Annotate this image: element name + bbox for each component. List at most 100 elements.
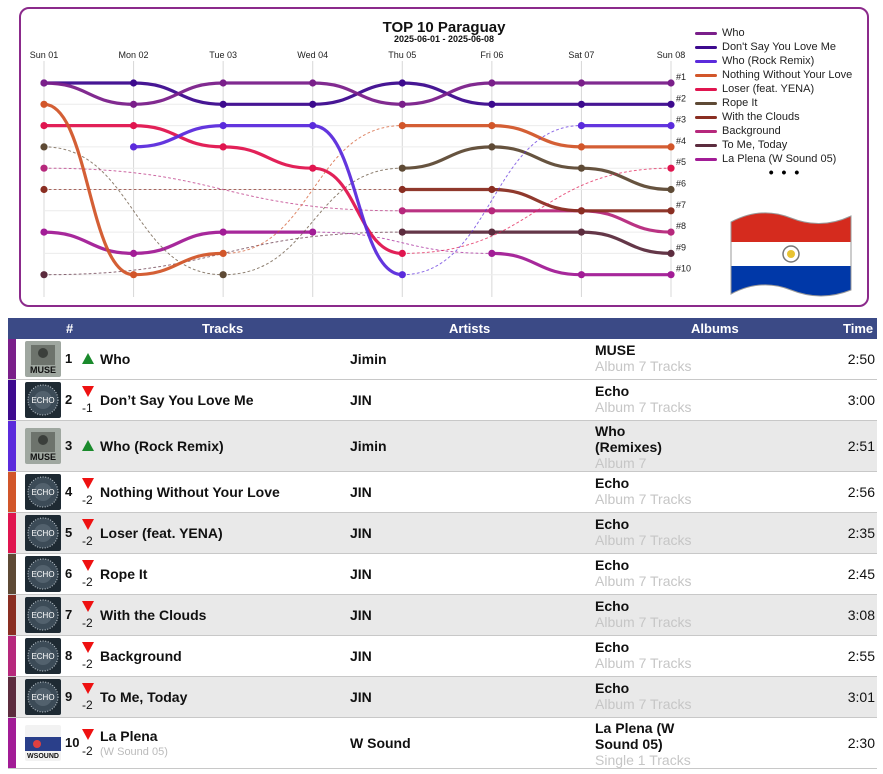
series-line xyxy=(222,167,403,276)
artist-name[interactable]: JIN xyxy=(350,566,372,582)
artist-name[interactable]: Jimin xyxy=(350,351,387,367)
rank-change: -2 xyxy=(82,575,93,589)
album-cover: ECHO xyxy=(25,638,61,674)
down-arrow-icon xyxy=(82,560,94,571)
track-title[interactable]: With the Clouds xyxy=(100,607,207,623)
series-point xyxy=(577,100,586,108)
track-title[interactable]: La Plena xyxy=(100,728,158,744)
legend-label: Loser (feat. YENA) xyxy=(722,83,815,95)
album-cover: ECHO xyxy=(25,474,61,510)
down-arrow-icon xyxy=(82,601,94,612)
series-point xyxy=(219,100,227,108)
artist-name[interactable]: W Sound xyxy=(350,735,411,751)
legend-swatch xyxy=(695,115,717,119)
album-title[interactable]: Echo xyxy=(595,639,630,655)
svg-text:WSOUND: WSOUND xyxy=(27,753,59,760)
series-point xyxy=(40,79,48,87)
table-row[interactable]: MUSE 3 Who (Rock Remix) Jimin Who (Remixes) A… xyxy=(8,421,877,487)
y-tick-label: #4 xyxy=(676,136,686,146)
album-cover: ECHO xyxy=(25,679,61,715)
y-tick-label: #8 xyxy=(676,221,686,231)
table-row[interactable]: ECHO 7 -2 With the Clouds JIN Echo Album 7 Tra… xyxy=(8,595,877,636)
series-point xyxy=(40,164,48,172)
series-line xyxy=(43,167,403,212)
legend-item: To Me, Today xyxy=(695,138,867,152)
artist-name[interactable]: JIN xyxy=(350,525,372,541)
series-point xyxy=(398,207,406,215)
row-color-bar xyxy=(8,677,16,717)
track-title[interactable]: Who xyxy=(100,351,131,367)
table-row[interactable]: WSOUND 10 -2 La Plena (W Sound 05) W Sound La … xyxy=(8,718,877,769)
table-row[interactable]: ECHO 4 -2 Nothing Without Your Love JIN Echo A… xyxy=(8,472,877,513)
track-title[interactable]: Nothing Without Your Love xyxy=(100,484,280,500)
track-duration: 2:55 xyxy=(847,648,875,664)
table-row[interactable]: ECHO 6 -2 Rope It JIN Echo Album 7 Tracks 2:45 xyxy=(8,554,877,595)
series-line xyxy=(579,166,673,192)
legend-label: Don't Say You Love Me xyxy=(722,41,837,53)
track-duration: 2:56 xyxy=(847,484,875,500)
track-title[interactable]: Background xyxy=(100,648,182,664)
rank-number: 4 xyxy=(65,484,73,499)
rank-number: 9 xyxy=(65,689,73,704)
album-cell: La Plena (W Sound 05) Single 1 Tracks xyxy=(595,720,691,768)
track-title[interactable]: Who (Rock Remix) xyxy=(100,438,224,454)
album-title[interactable]: Echo xyxy=(595,383,630,399)
legend-label: To Me, Today xyxy=(722,139,788,151)
track-title[interactable]: Don’t Say You Love Me xyxy=(100,392,254,408)
paraguay-flag-icon xyxy=(721,204,861,305)
legend-more-indicator: • • • xyxy=(768,164,802,180)
artist-name[interactable]: JIN xyxy=(350,689,372,705)
table-row[interactable]: ECHO 8 -2 Background JIN Echo Album 7 Tracks 2:… xyxy=(8,636,877,677)
album-info: Album 7 Tracks xyxy=(595,399,692,415)
album-title[interactable]: Echo xyxy=(595,557,630,573)
series-line xyxy=(221,145,315,170)
track-duration: 2:30 xyxy=(847,735,875,751)
album-cover: ECHO xyxy=(25,515,61,551)
series-point xyxy=(667,271,675,279)
rank-change: -2 xyxy=(82,657,93,671)
series-line xyxy=(490,251,584,277)
series-line xyxy=(311,124,404,277)
album-title[interactable]: Who (Remixes) xyxy=(595,423,662,455)
artist-name[interactable]: JIN xyxy=(350,648,372,664)
track-title[interactable]: To Me, Today xyxy=(100,689,188,705)
track-duration: 3:00 xyxy=(847,392,875,408)
series-point xyxy=(219,249,227,257)
album-title[interactable]: La Plena (W Sound 05) xyxy=(595,720,675,752)
artist-name[interactable]: JIN xyxy=(350,484,372,500)
svg-text:ECHO: ECHO xyxy=(31,652,54,661)
series-point xyxy=(488,122,496,130)
series-line xyxy=(43,146,224,276)
artist-name[interactable]: JIN xyxy=(350,392,372,408)
artist-name[interactable]: JIN xyxy=(350,607,372,623)
track-title[interactable]: Rope It xyxy=(100,566,148,582)
chart-title: TOP 10 Paraguay xyxy=(383,19,507,36)
series-point xyxy=(40,185,48,194)
x-tick-label: Sun 08 xyxy=(657,50,686,60)
table-row[interactable]: ECHO 9 -2 To Me, Today JIN Echo Album 7 Tracks… xyxy=(8,677,877,718)
legend-item: La Plena (W Sound 05) xyxy=(695,152,867,166)
track-duration: 2:50 xyxy=(847,351,875,367)
series-point xyxy=(309,228,317,236)
series-point xyxy=(40,271,48,279)
header-rank: # xyxy=(66,321,74,336)
series-point xyxy=(398,228,406,236)
track-title[interactable]: Loser (feat. YENA) xyxy=(100,525,223,541)
rank-number: 2 xyxy=(65,392,73,407)
album-title[interactable]: Echo xyxy=(595,598,630,614)
table-row[interactable]: ECHO 2 -1 Don’t Say You Love Me JIN Echo Album… xyxy=(8,380,877,421)
album-cover: ECHO xyxy=(25,556,61,592)
artist-name[interactable]: Jimin xyxy=(350,438,387,454)
tracks-table: # Tracks Artists Albums Time MUSE 1 Who Jim… xyxy=(8,318,877,769)
album-cell: Echo Album 7 Tracks xyxy=(595,639,755,671)
album-title[interactable]: Echo xyxy=(595,680,630,696)
table-row[interactable]: ECHO 5 -2 Loser (feat. YENA) JIN Echo Album 7 … xyxy=(8,513,877,554)
series-point xyxy=(398,164,406,172)
table-row[interactable]: MUSE 1 Who Jimin MUSE Album 7 Tracks 2:50 xyxy=(8,339,877,380)
svg-text:ECHO: ECHO xyxy=(31,611,54,620)
series-point xyxy=(577,207,586,215)
album-title[interactable]: MUSE xyxy=(595,342,636,358)
album-title[interactable]: Echo xyxy=(595,516,630,532)
album-title[interactable]: Echo xyxy=(595,475,630,491)
series-point xyxy=(488,207,496,215)
